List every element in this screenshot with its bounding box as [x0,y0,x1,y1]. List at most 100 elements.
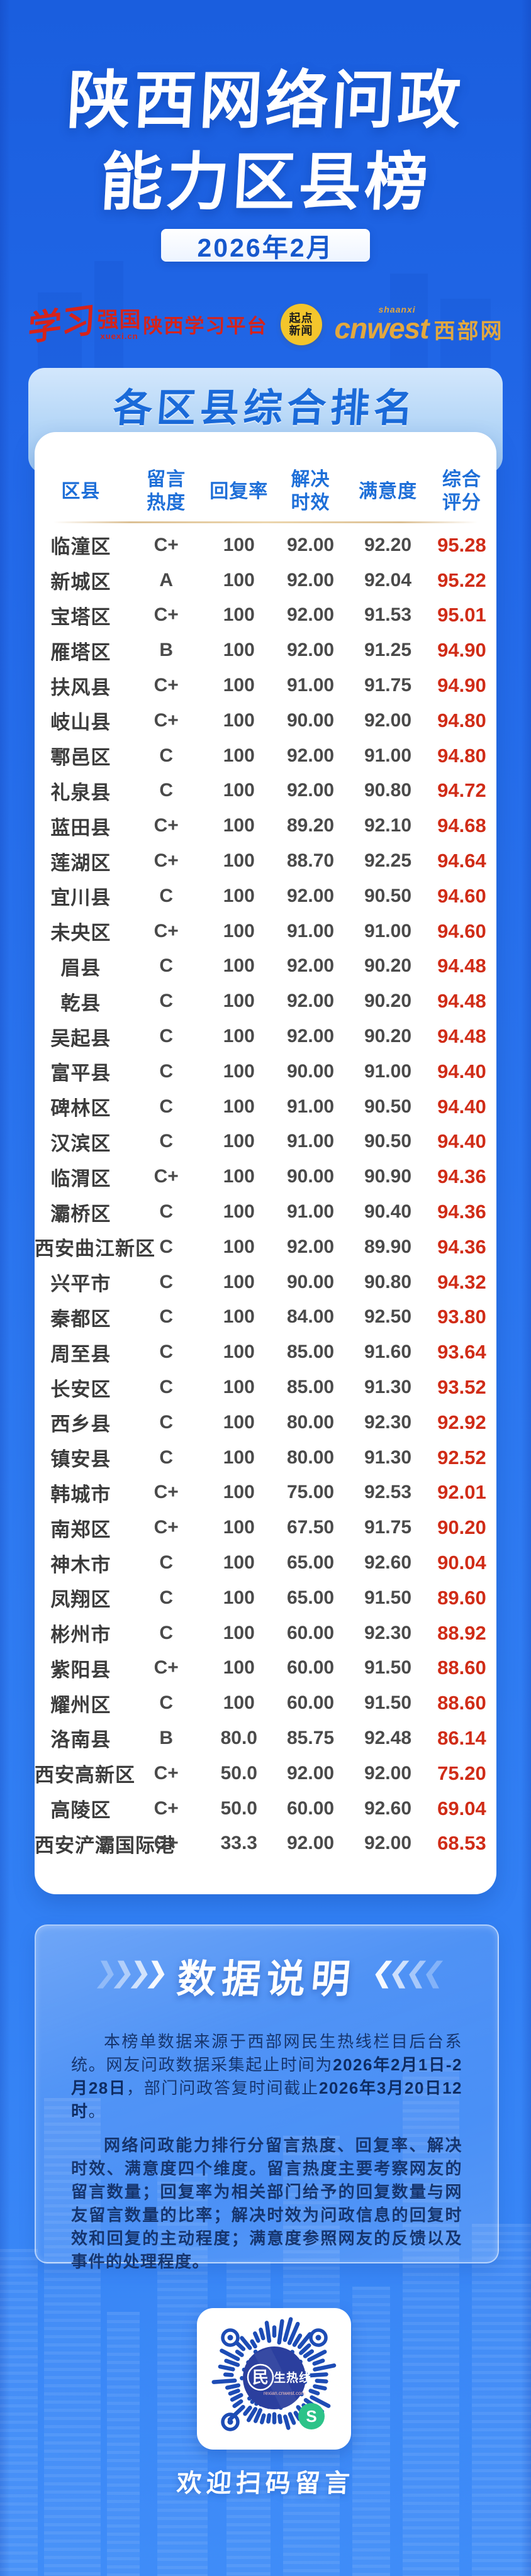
table-row: 雁塔区 B 100 92.00 91.25 94.90 [35,633,496,668]
svg-text:民: 民 [252,2368,268,2387]
cell-resolution-time: 92.00 [287,534,335,555]
cell-satisfaction: 92.30 [364,1411,412,1433]
cell-resolution-time: 85.75 [287,1727,335,1748]
cell-satisfaction: 92.50 [364,1306,412,1328]
table-row: 吴起县 C 100 92.00 90.20 94.48 [35,1019,496,1054]
cell-heat: C+ [154,850,179,872]
cell-heat: C [159,780,174,801]
cell-satisfaction: 92.53 [364,1482,412,1503]
cell-score: 92.92 [437,1411,486,1433]
cell-satisfaction: 91.00 [364,1060,412,1082]
cell-reply-rate: 100 [223,1411,255,1433]
cell-satisfaction: 91.30 [364,1377,412,1398]
cell-resolution-time: 92.00 [287,604,335,626]
cell-reply-rate: 100 [223,1271,255,1292]
cell-reply-rate: 100 [223,1692,255,1714]
cell-district: 宜川县 [50,887,111,909]
cell-score: 94.64 [437,850,486,872]
table-row: 未央区 C+ 100 91.00 91.00 94.60 [35,914,496,949]
cell-heat: C [159,1271,174,1292]
date-badge: 2026年2月 [161,229,370,262]
cell-district: 临潼区 [50,536,111,558]
cell-resolution-time: 89.20 [287,815,335,836]
cell-resolution-time: 60.00 [287,1657,335,1679]
cell-score: 68.53 [437,1832,486,1855]
cell-heat: C [159,1026,174,1047]
cell-score: 94.48 [437,955,486,977]
cell-satisfaction: 92.60 [364,1552,412,1573]
cell-satisfaction: 91.25 [364,640,412,661]
table-row: 灞桥区 C 100 91.00 90.40 94.36 [35,1194,496,1230]
cell-district: 未央区 [50,922,111,945]
column-header-4: 满意度 [358,480,417,502]
table-row: 洛南县 B 80.0 85.75 92.48 86.14 [35,1721,496,1756]
cell-reply-rate: 33.3 [220,1833,257,1854]
cell-reply-rate: 100 [223,991,255,1012]
cell-score: 94.40 [437,1060,486,1082]
cell-heat: C [159,1411,174,1433]
cell-score: 88.92 [437,1621,486,1644]
shaanxi-platform-text: 陕西学习平台 [143,314,268,337]
cell-heat: B [159,1727,174,1748]
cell-district: 周至县 [50,1343,111,1365]
notes-paragraph-1: 本榜单数据来源于西部网民生热线栏目后台系统。网友问政数据采集起止时间为2026年… [71,2032,463,2121]
cell-resolution-time: 85.00 [287,1377,335,1398]
table-row: 岐山县 C+ 100 90.00 92.00 94.80 [35,703,496,738]
cell-district: 眉县 [60,957,101,979]
cell-score: 94.80 [437,744,486,767]
cell-resolution-time: 92.00 [287,1026,335,1047]
cell-reply-rate: 50.0 [220,1762,257,1784]
cell-reply-rate: 100 [223,955,255,977]
cell-satisfaction: 92.48 [364,1727,412,1748]
cell-district: 凤翔区 [50,1589,111,1611]
ranking-section-title: 各区县综合排名 [111,387,419,430]
cell-reply-rate: 100 [223,1552,255,1573]
cell-district: 紫阳县 [50,1658,111,1681]
gold-divider [53,521,478,523]
cell-district: 灞桥区 [50,1202,111,1225]
cell-heat: C+ [154,709,179,731]
cell-score: 92.01 [437,1481,486,1504]
cell-district: 兴平市 [50,1273,111,1296]
cell-district: 宝塔区 [50,606,111,628]
cell-district: 西安浐灞国际港 [35,1834,176,1857]
cell-reply-rate: 80.0 [220,1727,257,1748]
notes-body: 本榜单数据来源于西部网民生热线栏目后台系统。网友问政数据采集起止时间为2026年… [71,2030,462,2284]
cell-resolution-time: 88.70 [287,850,335,872]
cnwest-shaanxi-text: shaanxi [378,304,416,315]
poster-title-line2: 能力区县榜 [98,147,433,218]
cell-score: 94.60 [437,884,486,907]
cell-district: 吴起县 [50,1027,111,1050]
cell-heat: C+ [154,675,179,696]
table-row: 彬州市 C 100 60.00 92.30 88.92 [35,1616,496,1651]
cell-reply-rate: 100 [223,780,255,801]
cell-score: 93.80 [437,1306,486,1328]
cell-reply-rate: 100 [223,1060,255,1082]
table-row: 蓝田县 C+ 100 89.20 92.10 94.68 [35,808,496,843]
cell-satisfaction: 92.00 [364,709,412,731]
table-row: 西安高新区 C+ 50.0 92.00 92.00 75.20 [35,1756,496,1791]
cell-reply-rate: 100 [223,1587,255,1608]
table-row: 西安曲江新区 C 100 92.00 89.90 94.36 [35,1230,496,1265]
table-row: 紫阳县 C+ 100 60.00 91.50 88.60 [35,1651,496,1686]
table-row: 临渭区 C+ 100 90.00 90.90 94.36 [35,1159,496,1194]
table-body: 临潼区 C+ 100 92.00 92.20 95.28 新城区 A 100 92.00 92.04… [35,528,496,1861]
cell-district: 礼泉县 [50,781,111,804]
cell-resolution-time: 67.50 [287,1517,335,1538]
cell-score: 94.80 [437,709,486,731]
cell-reply-rate: 100 [223,1446,255,1468]
cell-heat: C+ [154,604,179,626]
cell-score: 94.48 [437,1025,486,1048]
cell-satisfaction: 92.25 [364,850,412,872]
cell-heat: C [159,1692,174,1714]
cell-satisfaction: 90.20 [364,991,412,1012]
cell-score: 95.28 [437,533,486,556]
cell-reply-rate: 100 [223,1622,255,1643]
cell-district: 西安高新区 [35,1764,135,1787]
cell-reply-rate: 100 [223,1201,255,1223]
cell-score: 94.36 [437,1235,486,1258]
qr-code-card: 民生热线 rexian.cnwest.com S [197,2308,351,2450]
cell-resolution-time: 91.00 [287,920,335,941]
cell-district: 临渭区 [50,1167,111,1190]
